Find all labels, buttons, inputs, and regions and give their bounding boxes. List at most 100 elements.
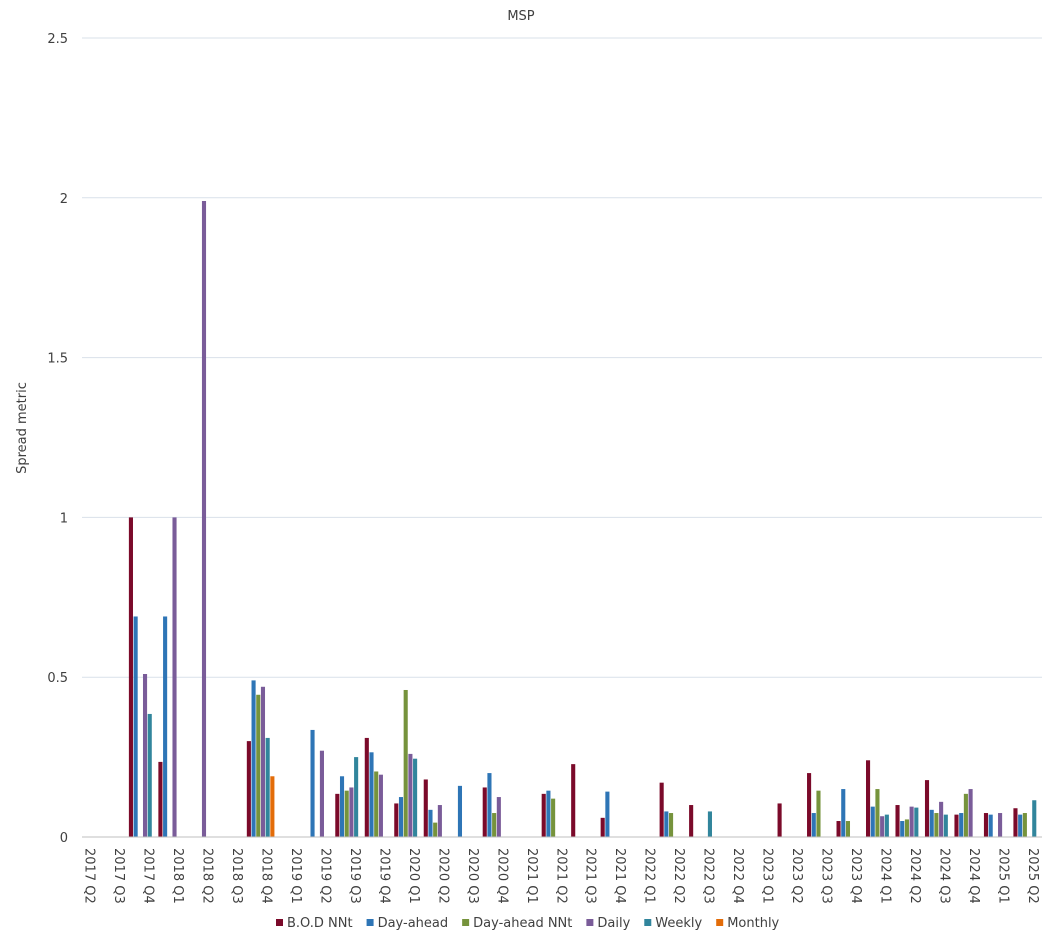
bar	[884, 814, 889, 837]
legend-label: Daily	[597, 916, 630, 931]
x-tick-label: 2021 Q3	[583, 848, 598, 904]
x-tick-label: 2023 Q2	[789, 848, 804, 904]
x-tick-label: 2024 Q4	[966, 848, 981, 904]
bar	[605, 791, 610, 837]
bar	[172, 517, 177, 837]
bar	[934, 813, 939, 837]
bar	[408, 753, 413, 837]
legend-item: Day-ahead NNt	[462, 916, 572, 931]
legend: B.O.D NNt Day-ahead Day-ahead NNt Daily Week…	[276, 916, 780, 931]
bar	[541, 793, 546, 837]
bar	[403, 689, 408, 837]
bar	[777, 803, 782, 837]
x-tick-label: 2021 Q2	[553, 848, 568, 904]
bar	[344, 790, 349, 837]
x-tick-label: 2020 Q4	[494, 848, 509, 904]
bar	[807, 773, 812, 837]
x-tick-label: 2017 Q4	[140, 848, 155, 904]
legend-label: Monthly	[727, 916, 779, 931]
legend-item: Weekly	[644, 916, 703, 931]
bar	[664, 811, 669, 837]
x-tick-label: 2025 Q2	[1025, 848, 1040, 904]
x-tick-label: 2021 Q4	[612, 848, 627, 904]
bar	[959, 813, 964, 837]
bar	[551, 798, 556, 837]
bar	[954, 814, 959, 837]
bar	[943, 814, 948, 837]
y-tick-label: 2.5	[47, 32, 68, 47]
bar	[900, 821, 905, 837]
bar	[659, 782, 664, 837]
bar	[482, 787, 487, 837]
x-tick-label: 2020 Q1	[406, 848, 421, 904]
x-tick-label: 2019 Q3	[347, 848, 362, 904]
bar	[496, 797, 501, 837]
legend-item: Day-ahead	[366, 916, 449, 931]
bar	[428, 809, 433, 837]
bar	[875, 789, 880, 837]
bar	[845, 821, 851, 837]
x-tick-label: 2018 Q3	[229, 848, 244, 904]
x-tick-label: 2025 Q1	[996, 848, 1011, 904]
bar	[963, 793, 968, 837]
x-tick-label: 2023 Q1	[760, 848, 775, 904]
bar	[433, 822, 438, 837]
bar	[256, 694, 261, 837]
x-tick-label: 2022 Q3	[701, 848, 716, 904]
bar	[836, 821, 841, 837]
bar	[1032, 800, 1037, 837]
bar	[260, 686, 266, 837]
bar	[571, 764, 576, 837]
x-tick-label: 2018 Q4	[258, 848, 273, 904]
bar	[133, 616, 138, 837]
bar	[988, 814, 993, 837]
bar	[158, 761, 163, 837]
bar	[492, 813, 497, 837]
bar	[487, 773, 492, 837]
legend-swatch	[586, 919, 594, 926]
bar	[398, 797, 404, 837]
bar	[1022, 813, 1027, 837]
bar	[968, 789, 973, 837]
x-tick-label: 2020 Q3	[465, 848, 480, 904]
x-tick-label: 2018 Q1	[170, 848, 185, 904]
bar	[128, 517, 133, 837]
bar	[394, 803, 399, 837]
bar	[904, 819, 909, 837]
bar	[251, 680, 256, 837]
y-axis-ticks: 0 0.5 1 1.5 2 2.5	[47, 32, 68, 846]
bar	[246, 741, 251, 837]
bar	[924, 780, 930, 837]
bar	[310, 729, 315, 837]
bar	[880, 816, 885, 837]
bar	[1013, 808, 1018, 837]
bars	[128, 200, 1037, 838]
y-tick-label: 2	[60, 192, 68, 207]
bar	[349, 787, 354, 837]
bar	[998, 813, 1003, 837]
bar	[816, 790, 821, 837]
legend-label: Weekly	[655, 916, 702, 931]
bar	[600, 817, 605, 837]
bar	[364, 737, 369, 837]
bar	[689, 805, 694, 837]
bar	[909, 806, 914, 837]
legend-item: Daily	[586, 916, 631, 931]
bar	[378, 774, 383, 837]
gridlines	[82, 37, 1042, 678]
legend-label: B.O.D NNt	[287, 916, 353, 931]
bar	[369, 752, 374, 837]
legend-label: Day-ahead	[378, 916, 449, 931]
bar	[270, 776, 275, 837]
chart-title: MSP	[507, 9, 534, 24]
legend-label: Day-ahead NNt	[473, 916, 572, 931]
bar	[811, 813, 816, 837]
bar	[914, 807, 919, 837]
legend-swatch	[716, 919, 724, 926]
bar	[870, 806, 875, 837]
x-tick-label: 2022 Q4	[730, 848, 745, 904]
bar	[546, 790, 551, 837]
x-tick-label: 2021 Q1	[524, 848, 539, 904]
